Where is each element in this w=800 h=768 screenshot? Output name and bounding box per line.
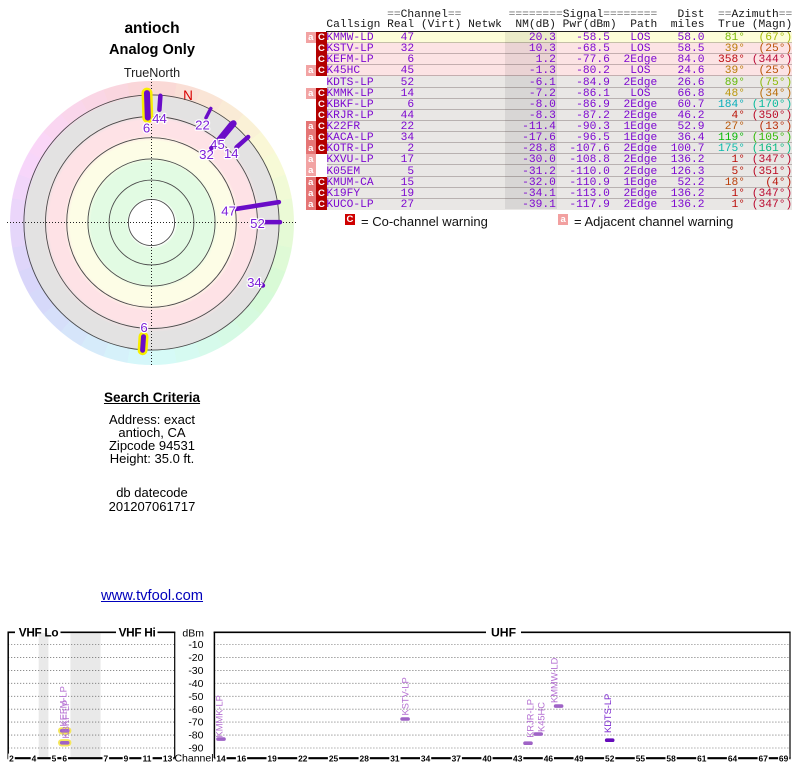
svg-text:UHF: UHF <box>491 626 516 640</box>
svg-text:-10: -10 <box>188 639 203 651</box>
svg-text:4: 4 <box>32 753 37 763</box>
svg-text:9: 9 <box>124 753 129 763</box>
svg-text:-20: -20 <box>188 652 203 664</box>
svg-text:25: 25 <box>329 753 339 763</box>
svg-text:16: 16 <box>237 753 247 763</box>
svg-text:KRJR-LP: KRJR-LP <box>526 699 536 738</box>
svg-text:55: 55 <box>636 753 646 763</box>
svg-text:KMMK-LP: KMMK-LP <box>215 695 225 737</box>
svg-text:K45HC: K45HC <box>537 702 547 732</box>
svg-text:7: 7 <box>103 753 108 763</box>
svg-text:22: 22 <box>298 753 308 763</box>
svg-text:11: 11 <box>143 753 152 763</box>
svg-text:14: 14 <box>216 753 226 763</box>
svg-text:31: 31 <box>390 753 400 763</box>
svg-text:52: 52 <box>605 753 615 763</box>
svg-text:KDTS-LP: KDTS-LP <box>603 694 613 733</box>
svg-text:KMMW-LD: KMMW-LD <box>550 657 560 703</box>
svg-text:61: 61 <box>697 753 707 763</box>
svg-text:Channel: Channel <box>174 752 213 764</box>
svg-text:dBm: dBm <box>182 628 204 640</box>
svg-text:KBKF-LP: KBKF-LP <box>61 700 71 739</box>
svg-text:KEFM-LP: KEFM-LP <box>59 686 69 726</box>
svg-text:6: 6 <box>140 320 147 335</box>
svg-text:47: 47 <box>221 204 236 219</box>
svg-text:13: 13 <box>163 753 173 763</box>
svg-text:44: 44 <box>152 111 167 126</box>
svg-text:2: 2 <box>9 753 14 763</box>
svg-text:43: 43 <box>513 753 523 763</box>
svg-text:-40: -40 <box>188 678 203 690</box>
svg-text:14: 14 <box>224 146 239 161</box>
svg-text:34: 34 <box>247 275 262 290</box>
svg-text:40: 40 <box>482 753 492 763</box>
svg-text:-30: -30 <box>188 665 203 677</box>
svg-text:28: 28 <box>360 753 370 763</box>
svg-text:-70: -70 <box>188 717 203 729</box>
svg-text:46: 46 <box>544 753 554 763</box>
svg-text:37: 37 <box>452 753 462 763</box>
svg-text:19: 19 <box>267 753 277 763</box>
svg-text:-50: -50 <box>188 691 203 703</box>
svg-text:67: 67 <box>759 753 769 763</box>
svg-text:34: 34 <box>421 753 431 763</box>
svg-text:64: 64 <box>728 753 738 763</box>
svg-text:VHF Lo: VHF Lo <box>19 626 59 640</box>
svg-text:69: 69 <box>779 753 789 763</box>
svg-text:VHF Hi: VHF Hi <box>119 626 156 640</box>
svg-text:-80: -80 <box>188 730 203 742</box>
svg-text:52: 52 <box>250 216 265 231</box>
svg-text:5: 5 <box>52 753 57 763</box>
svg-text:6: 6 <box>143 121 150 136</box>
svg-text:22: 22 <box>195 117 210 132</box>
svg-text:49: 49 <box>574 753 584 763</box>
svg-text:KSTV-LP: KSTV-LP <box>401 677 411 715</box>
svg-text:-60: -60 <box>188 704 203 716</box>
svg-text:-90: -90 <box>188 743 203 755</box>
svg-text:6: 6 <box>62 753 67 763</box>
svg-text:58: 58 <box>666 753 676 763</box>
